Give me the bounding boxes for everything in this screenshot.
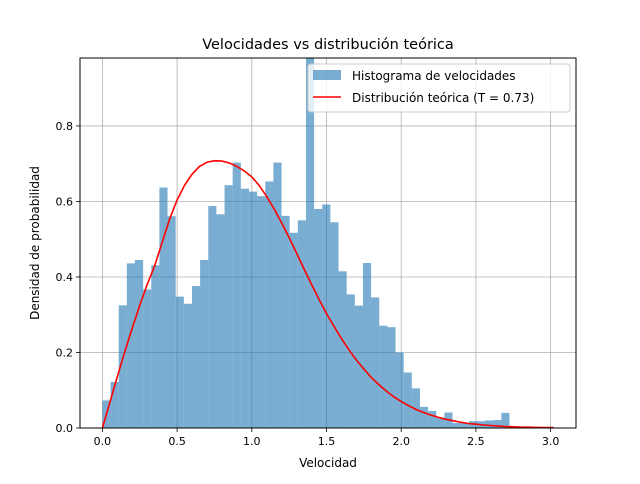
histogram-bar <box>436 417 445 428</box>
histogram-bar <box>452 423 461 428</box>
y-tick-label: 0.0 <box>56 422 74 435</box>
x-axis-label: Velocidad <box>299 456 357 470</box>
histogram-bar <box>257 196 266 428</box>
histogram-bar <box>330 222 339 428</box>
y-tick-label: 0.2 <box>56 346 74 359</box>
legend-curve-label: Distribución teórica (T = 0.73) <box>352 91 534 105</box>
histogram-bar <box>265 181 274 428</box>
histogram-bar <box>151 265 160 428</box>
legend-histogram-swatch <box>313 70 341 80</box>
histogram-bar <box>362 263 372 428</box>
histogram-bar <box>289 232 298 428</box>
histogram-bar <box>297 220 306 428</box>
legend-histogram-label: Histograma de velocidades <box>352 69 516 83</box>
histogram-bar <box>411 388 420 428</box>
legend-box <box>307 63 571 113</box>
y-tick-label: 0.4 <box>56 271 74 284</box>
histogram-bar <box>403 372 412 428</box>
histogram-bar <box>159 187 168 428</box>
histogram-bar <box>224 185 233 428</box>
histogram-bar <box>134 259 144 428</box>
theoretical-curve <box>101 159 554 429</box>
histogram-bar <box>232 162 241 428</box>
histogram-bar <box>305 58 315 428</box>
curve-line <box>101 159 554 429</box>
histogram-bar <box>248 191 258 428</box>
histogram-bar <box>167 216 176 428</box>
histogram-bar <box>387 327 396 428</box>
histogram-bar <box>395 352 404 428</box>
histogram-bar <box>175 296 184 428</box>
histogram-bar <box>143 289 152 428</box>
histogram-bar <box>216 214 225 428</box>
histogram-bar <box>314 209 323 428</box>
histogram-bar <box>322 204 331 428</box>
histogram-bar <box>273 162 282 428</box>
histogram-bar <box>338 271 347 428</box>
histogram-bar <box>183 303 192 428</box>
x-tick-label: 3.0 <box>542 435 560 448</box>
x-tick-label: 1.0 <box>243 435 261 448</box>
histogram-bar <box>118 305 127 428</box>
histogram-bar <box>281 215 290 428</box>
y-axis-ticks: 0.0 0.2 0.4 0.6 0.8 <box>56 120 80 435</box>
legend: Histograma de velocidades Distribución t… <box>307 63 571 113</box>
x-tick-label: 0.5 <box>168 435 186 448</box>
histogram-bar <box>460 423 469 428</box>
histogram-bar <box>493 420 502 428</box>
histogram-bar <box>485 420 494 428</box>
histogram-bar <box>191 286 201 428</box>
y-axis-label: Densidad de probabilidad <box>28 166 42 320</box>
x-tick-label: 0.0 <box>94 435 112 448</box>
y-tick-label: 0.8 <box>56 120 74 133</box>
x-tick-label: 2.0 <box>392 435 410 448</box>
histogram-bar <box>346 294 355 428</box>
histogram-bar <box>208 206 217 428</box>
histogram-bar <box>419 406 429 428</box>
chart-title: Velocidades vs distribución teórica <box>202 37 454 53</box>
histogram-bar <box>371 297 380 428</box>
histogram-bar <box>379 325 388 428</box>
histogram-bars <box>102 58 510 428</box>
histogram-bar <box>200 259 209 428</box>
x-axis-ticks: 0.0 0.5 1.0 1.5 2.0 2.5 3.0 <box>94 428 560 448</box>
histogram-bar <box>240 188 249 428</box>
histogram-bar <box>110 381 119 428</box>
histogram-bar <box>126 263 135 428</box>
x-tick-label: 1.5 <box>318 435 336 448</box>
y-tick-label: 0.6 <box>56 195 74 208</box>
histogram-bar <box>354 305 363 428</box>
x-tick-label: 2.5 <box>467 435 485 448</box>
histogram-bar <box>501 412 510 428</box>
plot-frame <box>79 57 577 429</box>
histogram-bar <box>428 411 437 428</box>
